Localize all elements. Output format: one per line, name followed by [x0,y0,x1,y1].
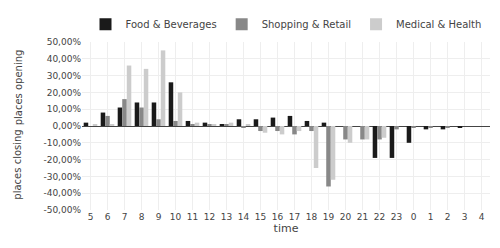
svg-text:18: 18 [306,212,318,222]
svg-text:20: 20 [340,212,352,222]
svg-text:5: 5 [88,212,94,222]
svg-text:time: time [274,222,299,235]
svg-text:Medical & Health: Medical & Health [396,19,481,30]
svg-text:40,00%: 40,00% [47,54,82,64]
svg-text:21: 21 [357,212,368,222]
svg-text:0,00%: 0,00% [52,121,81,131]
svg-text:10: 10 [170,212,182,222]
svg-text:2: 2 [445,212,451,222]
svg-text:0: 0 [411,212,417,222]
svg-text:7: 7 [122,212,128,222]
svg-text:19: 19 [323,212,335,222]
svg-text:20,00%: 20,00% [47,88,82,98]
svg-text:22: 22 [374,212,385,222]
svg-text:8: 8 [139,212,145,222]
svg-text:13: 13 [221,212,232,222]
svg-text:-10,00%: -10,00% [43,138,81,148]
svg-text:-30,00%: -30,00% [43,172,81,182]
svg-text:-20,00%: -20,00% [43,155,81,165]
svg-text:17: 17 [289,212,300,222]
svg-text:23: 23 [391,212,402,222]
svg-text:-40,00%: -40,00% [43,188,81,198]
svg-text:9: 9 [156,212,162,222]
svg-text:16: 16 [272,212,284,222]
svg-text:-50,00%: -50,00% [43,205,81,215]
svg-text:10,00%: 10,00% [47,104,82,114]
svg-text:12: 12 [204,212,215,222]
svg-text:6: 6 [105,212,111,222]
svg-text:places opening: places opening [13,50,24,126]
svg-text:Food & Beverages: Food & Beverages [126,19,217,30]
svg-text:Shopping & Retail: Shopping & Retail [262,19,351,30]
svg-text:14: 14 [238,212,250,222]
svg-text:3: 3 [462,212,468,222]
svg-text:1: 1 [428,212,434,222]
svg-text:11: 11 [187,212,198,222]
svg-text:30,00%: 30,00% [47,71,82,81]
svg-text:50,00%: 50,00% [47,37,82,47]
svg-text:places closing: places closing [12,129,23,199]
svg-text:15: 15 [255,212,266,222]
svg-text:4: 4 [479,212,485,222]
